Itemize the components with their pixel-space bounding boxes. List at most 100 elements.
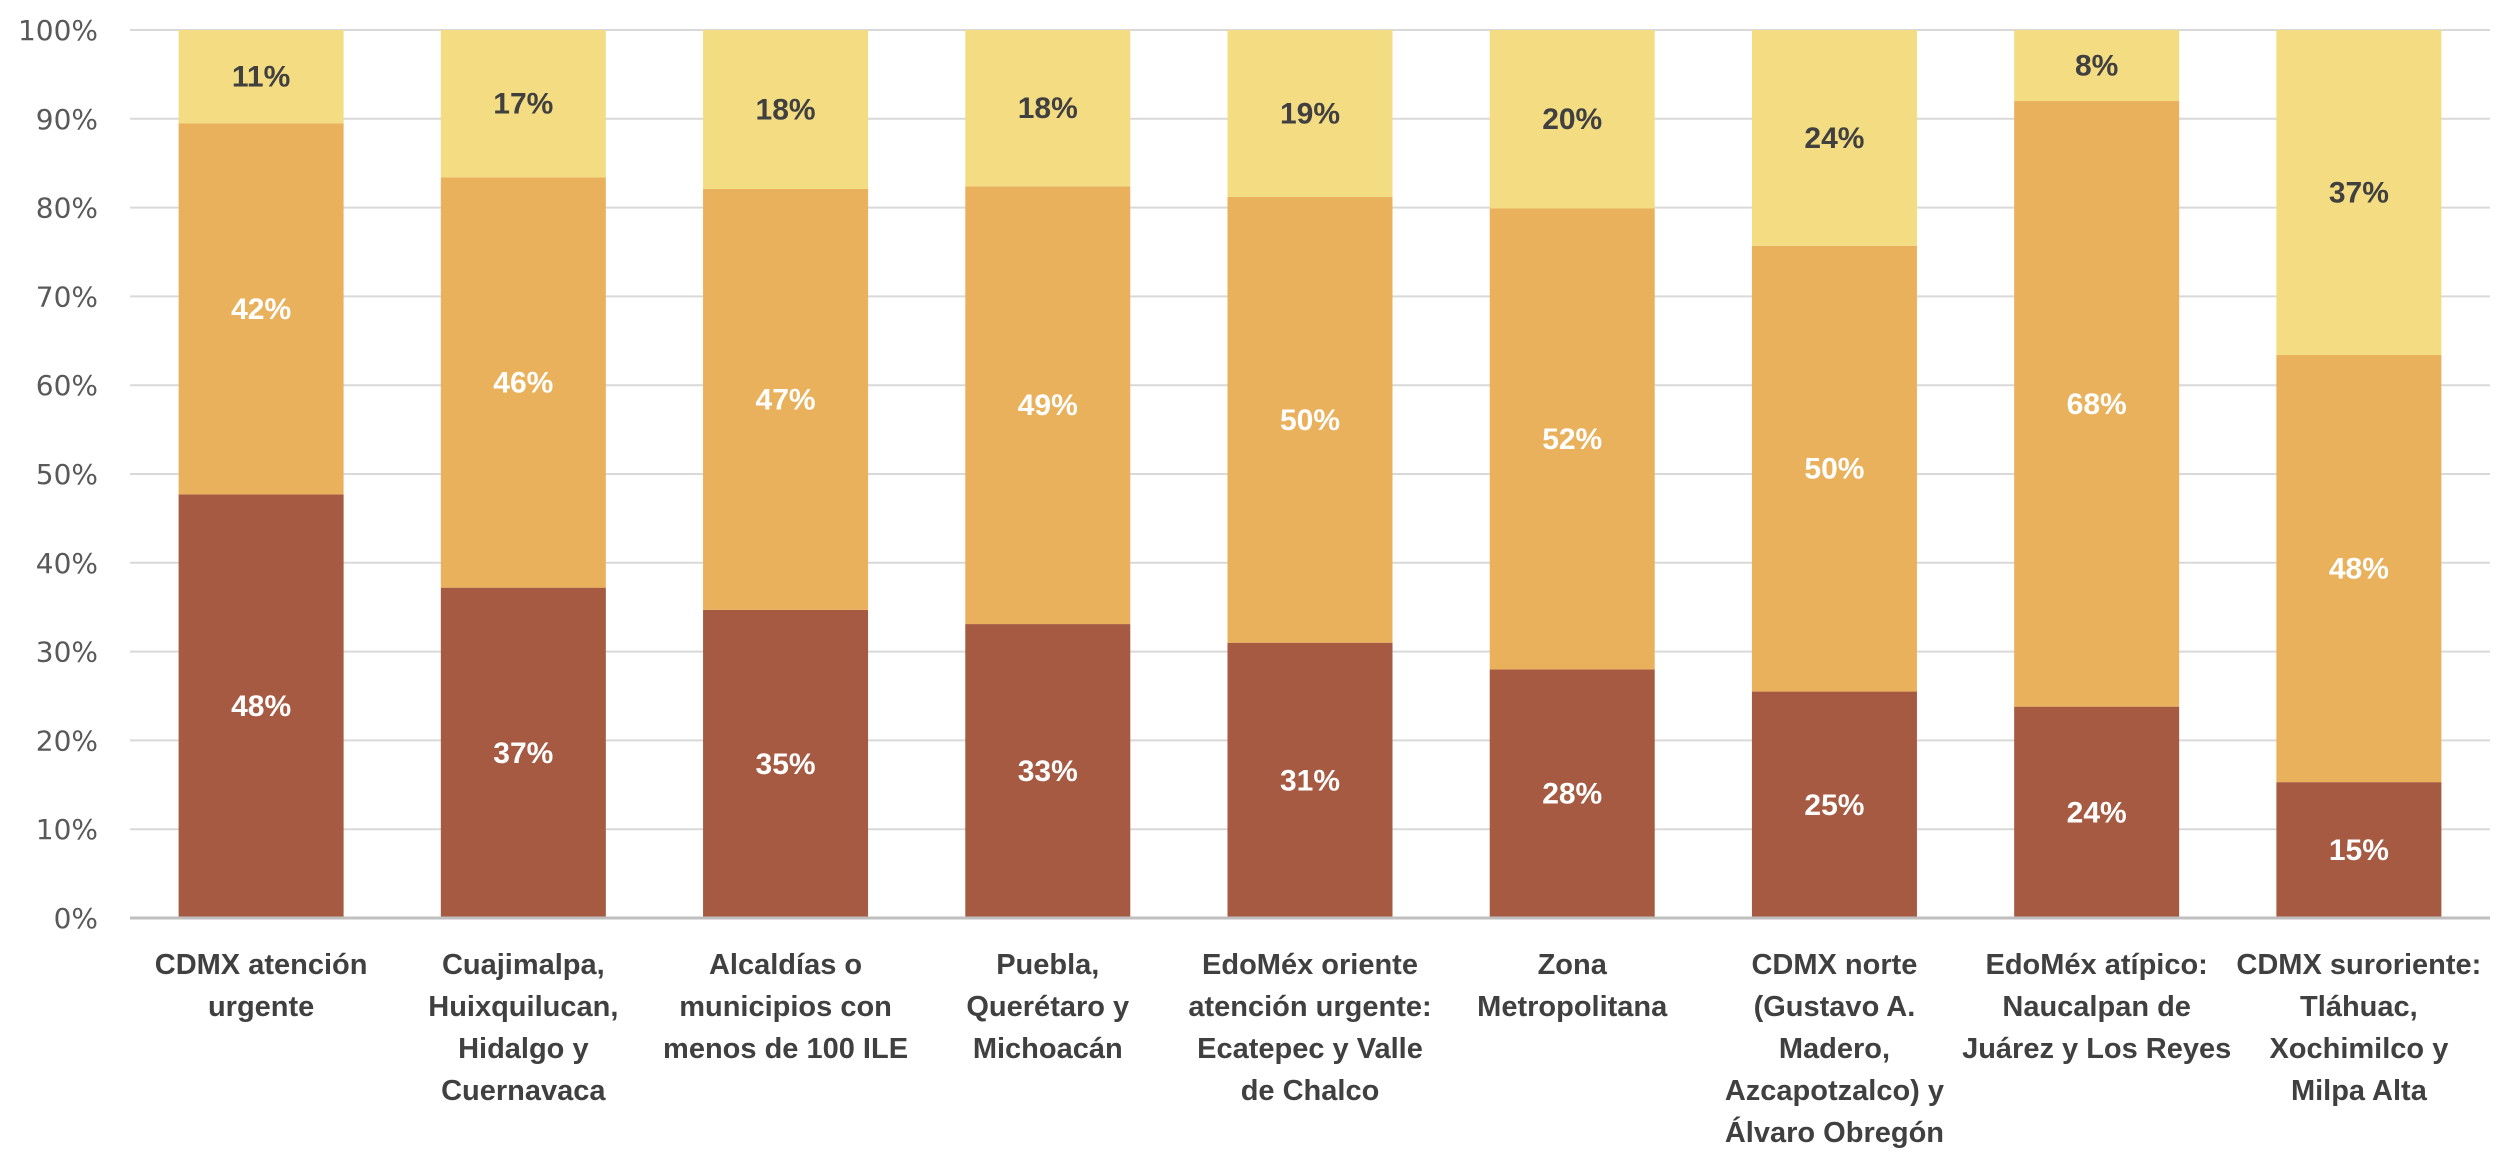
data-label-top: 8%	[2075, 50, 2118, 83]
data-label-bottom: 28%	[1542, 778, 1602, 811]
x-axis-category-labels: CDMX atención urgente Cuajimalpa, Huixquilu…	[155, 949, 2482, 1149]
bar-segment-bottom	[703, 609, 869, 918]
data-label-top: 19%	[1280, 97, 1340, 130]
x-category-label: urgente	[208, 991, 314, 1023]
data-label-bottom: 15%	[2329, 834, 2389, 867]
x-category-label: municipios con	[679, 991, 892, 1023]
data-label-middle: 50%	[1280, 404, 1340, 437]
x-category-label: EdoMéx atípico:	[1985, 949, 2207, 981]
bar-segment-top	[2276, 30, 2442, 356]
bar-segment-middle	[178, 123, 344, 495]
x-category-label: Juárez y Los Reyes	[1962, 1033, 2231, 1065]
x-category-label: Azcapotzalco) y	[1725, 1075, 1944, 1107]
x-category-label: Metropolitana	[1477, 991, 1668, 1023]
x-category-label: de Chalco	[1241, 1075, 1380, 1107]
x-category-label: EdoMéx oriente	[1202, 949, 1418, 981]
x-category-label: Álvaro Obregón	[1725, 1115, 1944, 1149]
x-category-label: Milpa Alta	[2291, 1075, 2428, 1107]
y-tick-label: 90%	[36, 103, 98, 136]
data-label-top: 18%	[756, 93, 816, 126]
x-category-label: Alcaldías o	[709, 949, 862, 981]
bar-segment-top	[1751, 30, 1917, 246]
x-category-label: atención urgente:	[1188, 991, 1431, 1023]
bar-segment-middle	[1751, 245, 1917, 692]
data-label-top: 20%	[1542, 103, 1602, 136]
bar-segment-bottom	[2276, 782, 2442, 918]
x-category-label: menos de 100 ILE	[663, 1033, 908, 1065]
data-label-top: 18%	[1018, 92, 1078, 125]
x-category-label: Madero,	[1779, 1033, 1890, 1065]
y-tick-label: 60%	[36, 369, 98, 402]
x-category-label: Cuajimalpa,	[442, 949, 605, 981]
y-tick-label: 10%	[36, 813, 98, 846]
bar-segment-bottom	[440, 587, 606, 918]
x-category-label: Cuernavaca	[441, 1075, 606, 1107]
x-category-label: Huixquilucan,	[428, 991, 618, 1023]
data-label-middle: 50%	[1804, 453, 1864, 486]
data-label-middle: 68%	[2067, 388, 2127, 421]
data-label-top: 17%	[493, 88, 553, 121]
data-label-bottom: 48%	[231, 690, 291, 723]
y-tick-label: 20%	[36, 724, 98, 757]
y-tick-label: 50%	[36, 458, 98, 491]
data-label-middle: 47%	[756, 383, 816, 416]
bars	[178, 30, 2442, 918]
bar-segment-bottom	[1489, 669, 1655, 918]
y-tick-label: 30%	[36, 636, 98, 669]
data-label-top: 11%	[232, 61, 290, 94]
x-category-label: Naucalpan de	[2002, 991, 2191, 1023]
bar-segment-top	[1489, 30, 1655, 209]
data-label-middle: 52%	[1542, 423, 1602, 456]
y-tick-label: 100%	[18, 14, 98, 47]
data-label-top: 24%	[1804, 122, 1864, 155]
x-category-label: Zona	[1538, 949, 1608, 981]
x-category-label: Michoacán	[973, 1033, 1123, 1065]
bar-segment-middle	[1227, 196, 1393, 643]
bar-segment-top	[178, 30, 344, 124]
x-category-label: Querétaro y	[966, 991, 1129, 1023]
bar-segment-top	[965, 30, 1131, 187]
bar-segment-bottom	[965, 624, 1131, 918]
x-category-label: Ecatepec y Valle	[1197, 1033, 1423, 1065]
x-category-label: Tláhuac,	[2300, 991, 2418, 1023]
x-category-label: Hidalgo y	[458, 1033, 589, 1065]
bar-segment-top	[703, 30, 869, 189]
data-label-middle: 49%	[1018, 389, 1078, 422]
x-category-label: CDMX norte	[1751, 949, 1917, 981]
data-labels: 48% 42% 11% 37% 46% 17% 35% 47% 18% 33% 49% 18% 31% 5…	[231, 50, 2389, 868]
bar-segment-middle	[703, 188, 869, 610]
x-category-label: Puebla,	[996, 949, 1099, 981]
y-axis-tick-labels: 0% 10% 20% 30% 40% 50% 60% 70% 80% 90% 100%	[18, 14, 98, 935]
bar-segment-middle	[440, 177, 606, 588]
data-label-bottom: 35%	[756, 748, 816, 781]
data-label-bottom: 24%	[2067, 796, 2127, 829]
bar-segment-bottom	[1227, 642, 1393, 918]
bar-segment-middle	[2014, 101, 2180, 707]
x-category-label: Xochimilco y	[2269, 1033, 2448, 1065]
bar-segment-top	[2014, 30, 2180, 102]
data-label-bottom: 25%	[1804, 789, 1864, 822]
bar-segment-middle	[965, 186, 1131, 625]
data-label-top: 37%	[2329, 177, 2389, 210]
y-tick-label: 0%	[54, 902, 98, 935]
data-label-bottom: 37%	[493, 737, 553, 770]
y-tick-label: 70%	[36, 280, 98, 313]
bar-segment-middle	[1489, 208, 1655, 670]
bar-segment-bottom	[178, 494, 344, 918]
data-label-bottom: 31%	[1280, 764, 1340, 797]
bar-segment-bottom	[1751, 691, 1917, 918]
x-category-label: (Gustavo A.	[1754, 991, 1916, 1023]
y-tick-label: 40%	[36, 547, 98, 580]
bar-segment-top	[1227, 30, 1393, 197]
y-tick-label: 80%	[36, 192, 98, 225]
x-category-label: CDMX atención	[155, 949, 368, 981]
x-category-label: CDMX suroriente:	[2236, 949, 2481, 981]
bar-segment-middle	[2276, 355, 2442, 783]
bar-segment-bottom	[2014, 706, 2180, 918]
data-label-middle: 46%	[493, 367, 553, 400]
data-label-middle: 48%	[2329, 553, 2389, 586]
data-label-middle: 42%	[231, 293, 291, 326]
data-label-bottom: 33%	[1018, 755, 1078, 788]
bar-segment-top	[440, 30, 606, 178]
